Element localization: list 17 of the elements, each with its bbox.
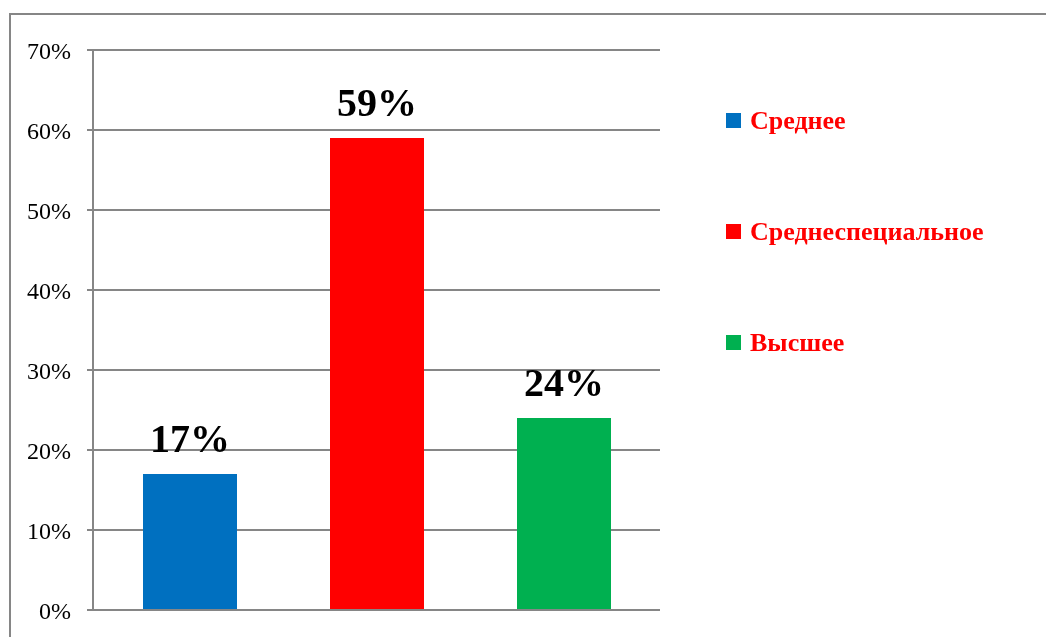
y-tick-label: 10% (27, 517, 71, 544)
data-label: 24% (524, 360, 604, 405)
data-label: 59% (337, 80, 417, 125)
y-tick-label: 30% (27, 357, 71, 384)
legend-label: Среднеспециальное (750, 216, 984, 247)
bar (143, 474, 237, 610)
y-tick-label: 0% (39, 597, 71, 624)
bar (330, 138, 424, 610)
y-tick-label: 70% (27, 37, 71, 64)
y-tick-label: 20% (27, 437, 71, 464)
y-tick-label: 40% (27, 277, 71, 304)
bar (517, 418, 611, 610)
y-tick-label: 60% (27, 117, 71, 144)
legend-label: Среднее (750, 105, 846, 136)
y-tick-label: 50% (27, 197, 71, 224)
data-label: 17% (150, 416, 230, 461)
legend-label: Высшее (750, 327, 845, 358)
